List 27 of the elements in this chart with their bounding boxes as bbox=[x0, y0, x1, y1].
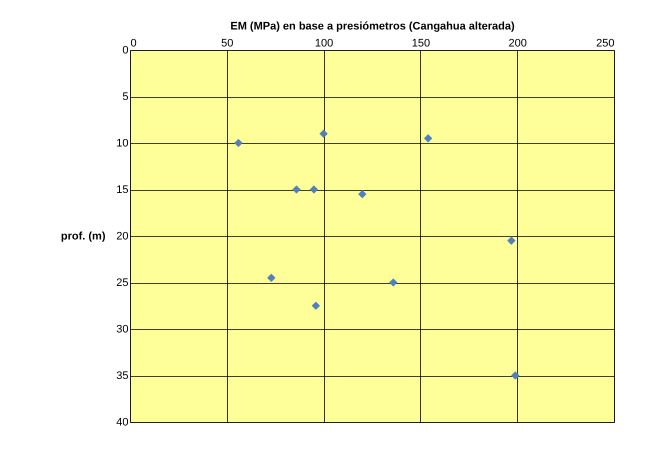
point bbox=[292, 185, 301, 194]
y-tick-label: 40 bbox=[116, 416, 128, 428]
point bbox=[424, 134, 432, 143]
y-tick-label: 20 bbox=[116, 230, 128, 242]
y-axis-title: prof. (m) bbox=[60, 230, 106, 242]
x-tick-label: 250 bbox=[596, 38, 614, 50]
point bbox=[507, 236, 516, 245]
point bbox=[234, 138, 243, 148]
x-tick-label: 200 bbox=[508, 38, 527, 50]
point bbox=[319, 130, 328, 138]
y-tick-label: 35 bbox=[116, 370, 128, 382]
y-tick-label: 15 bbox=[116, 184, 128, 196]
x-tick-label: 50 bbox=[221, 38, 234, 50]
y-tick-label: 25 bbox=[116, 277, 128, 289]
y-tick-label: 5 bbox=[122, 91, 128, 103]
point bbox=[310, 185, 318, 194]
y-tick-label: 10 bbox=[116, 138, 128, 150]
y-tick-label: 30 bbox=[116, 324, 128, 336]
x-tick-label: 0 bbox=[130, 38, 137, 50]
x-axis-title: EM (MPa) en base a presiómetros (Cangahua alterada) bbox=[230, 20, 515, 32]
point bbox=[312, 302, 320, 310]
x-tick-label: 150 bbox=[412, 38, 430, 50]
point bbox=[358, 190, 367, 198]
point bbox=[511, 371, 520, 380]
x-tick-label: 100 bbox=[314, 38, 334, 50]
point bbox=[389, 278, 398, 287]
point bbox=[267, 274, 276, 282]
